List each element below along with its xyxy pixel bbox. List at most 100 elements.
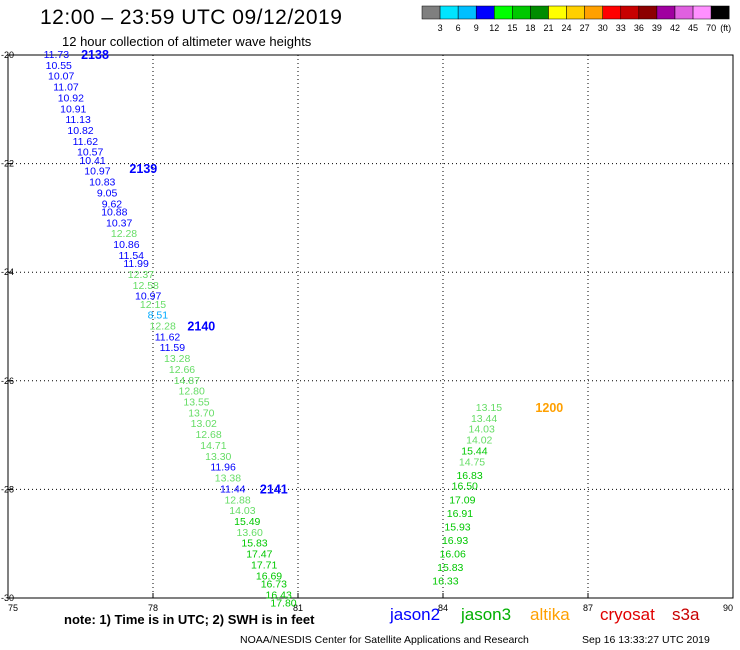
- wave-height-point: 15.93: [444, 521, 470, 533]
- y-tick-label: -22: [1, 159, 14, 169]
- wave-height-point: 15.44: [461, 445, 487, 457]
- wave-height-point: 13.15: [476, 402, 502, 414]
- y-tick-label: -28: [1, 484, 14, 494]
- footer-credit: NOAA/NESDIS Center for Satellite Applica…: [240, 634, 529, 646]
- wave-height-point: 13.02: [191, 418, 217, 430]
- wave-height-point: 12.68: [195, 429, 221, 441]
- colorbar-label: 39: [652, 23, 662, 33]
- colorbar-label: 33: [616, 23, 626, 33]
- wave-height-point: 10.41: [79, 155, 105, 167]
- wave-height-point: 16.93: [442, 535, 468, 547]
- wave-height-point: 12.28: [111, 228, 137, 240]
- colorbar-label: 18: [525, 23, 535, 33]
- colorbar-label: 15: [507, 23, 517, 33]
- x-tick-label: 81: [293, 603, 303, 613]
- x-tick-label: 90: [723, 603, 733, 613]
- y-tick-label: -30: [1, 593, 14, 603]
- legend-jason2: jason2: [390, 605, 441, 624]
- legend-cryosat: cryosat: [600, 605, 655, 624]
- legend-altika: altika: [530, 605, 570, 624]
- wave-height-point: 11.73: [44, 49, 70, 61]
- wave-height-point: 16.50: [452, 481, 478, 493]
- colorbar-swatch: [602, 5, 622, 20]
- data-points: 11.7310.5510.0711.0710.9210.9111.1310.82…: [44, 49, 503, 609]
- wave-height-point: 11.44: [220, 483, 246, 495]
- wave-height-point: 16.43: [266, 589, 292, 601]
- wave-height-point: 10.83: [89, 177, 115, 189]
- wave-height-point: 10.92: [58, 92, 84, 104]
- colorbar-label: 12: [489, 23, 499, 33]
- wave-height-point: 14.87: [174, 375, 200, 387]
- wave-height-point: 11.07: [53, 82, 79, 94]
- wave-height-point: 13.38: [215, 473, 241, 485]
- wave-height-point: 13.28: [164, 353, 190, 365]
- wave-height-point: 9.05: [97, 187, 118, 199]
- wave-height-point: 13.70: [188, 407, 214, 419]
- colorbar-label: 24: [562, 23, 572, 33]
- wave-height-point: 11.96: [210, 462, 236, 474]
- plot-frame: [7, 54, 734, 599]
- wave-height-point: 14.03: [469, 424, 495, 436]
- y-tick-label: -20: [1, 50, 14, 60]
- colorbar-swatch: [475, 5, 495, 20]
- pass-label: 2139: [129, 162, 157, 176]
- wave-height-point: 11.54: [119, 250, 145, 262]
- wave-height-point: 14.02: [466, 435, 492, 447]
- colorbar-swatch: [638, 5, 658, 20]
- wave-height-point: 10.97: [135, 291, 161, 303]
- wave-height-point: 10.37: [106, 217, 132, 229]
- colorbar-label: 9: [474, 23, 479, 33]
- wave-height-point: 16.33: [432, 576, 458, 588]
- wave-height-point: 12.28: [150, 321, 176, 333]
- wave-height-point: 10.57: [77, 147, 103, 159]
- wave-height-point: 16.06: [440, 549, 466, 561]
- wave-height-point: 16.91: [447, 508, 473, 520]
- colorbar-label: 21: [543, 23, 553, 33]
- colorbar-swatch: [710, 5, 730, 20]
- wave-height-point: 12.66: [169, 364, 195, 376]
- wave-height-point: 17.71: [251, 559, 277, 571]
- pass-label: 2141: [260, 482, 288, 496]
- colorbar-swatch: [457, 5, 477, 20]
- colorbar-unit: (ft): [720, 23, 731, 33]
- wave-height-point: 9.62: [102, 198, 123, 210]
- wave-height-point: 10.88: [101, 206, 127, 218]
- wave-height-point: 11.62: [73, 136, 99, 148]
- pass-label: 2140: [187, 320, 215, 334]
- wave-height-point: 16.69: [256, 570, 282, 582]
- page-title: 12:00 – 23:59 UTC 09/12/2019: [40, 6, 343, 29]
- y-tick-label: -26: [1, 376, 14, 386]
- colorbar: 3 6 9 12 15 18 21 24 27 30 33 36 39 42 45 70 (ft): [421, 5, 731, 33]
- wave-height-point: 11.13: [65, 114, 91, 126]
- chart-grid: [8, 55, 733, 598]
- wave-height-point: 12.88: [224, 494, 250, 506]
- footer-note: note: 1) Time is in UTC; 2) SWH is in fe…: [64, 612, 315, 627]
- wave-height-point: 12.15: [140, 299, 166, 311]
- colorbar-label: 3: [438, 23, 443, 33]
- colorbar-swatch: [656, 5, 676, 20]
- wave-height-point: 17.80: [270, 597, 296, 609]
- axis-ticks: 75 78 81 84 87 90 -20 -22 -24 -26 -28 -30: [1, 50, 734, 613]
- wave-height-point: 12.37: [128, 269, 154, 281]
- wave-height-point: 10.82: [67, 125, 93, 137]
- wave-height-point: 16.73: [261, 578, 287, 590]
- x-tick-label: 87: [583, 603, 593, 613]
- colorbar-label: 70: [706, 23, 716, 33]
- pass-label: 1200: [535, 401, 563, 415]
- wave-height-point: 14.03: [229, 505, 255, 517]
- wave-height-point: 10.91: [60, 103, 86, 115]
- colorbar-label: 30: [598, 23, 608, 33]
- colorbar-swatch: [494, 5, 513, 20]
- wave-height-point: 13.30: [205, 451, 231, 463]
- wave-height-point: 10.86: [113, 239, 139, 251]
- wave-height-point: 11.59: [160, 342, 186, 354]
- legend-s3a: s3a: [672, 605, 700, 624]
- y-tick-label: -24: [1, 267, 14, 277]
- wave-height-point: 12.58: [133, 280, 159, 292]
- wave-height-point: 11.99: [123, 258, 149, 270]
- wave-height-point: 10.55: [46, 60, 72, 72]
- wave-height-point: 16.83: [456, 470, 482, 482]
- x-tick-label: 78: [148, 603, 158, 613]
- wave-height-point: 15.83: [241, 538, 267, 550]
